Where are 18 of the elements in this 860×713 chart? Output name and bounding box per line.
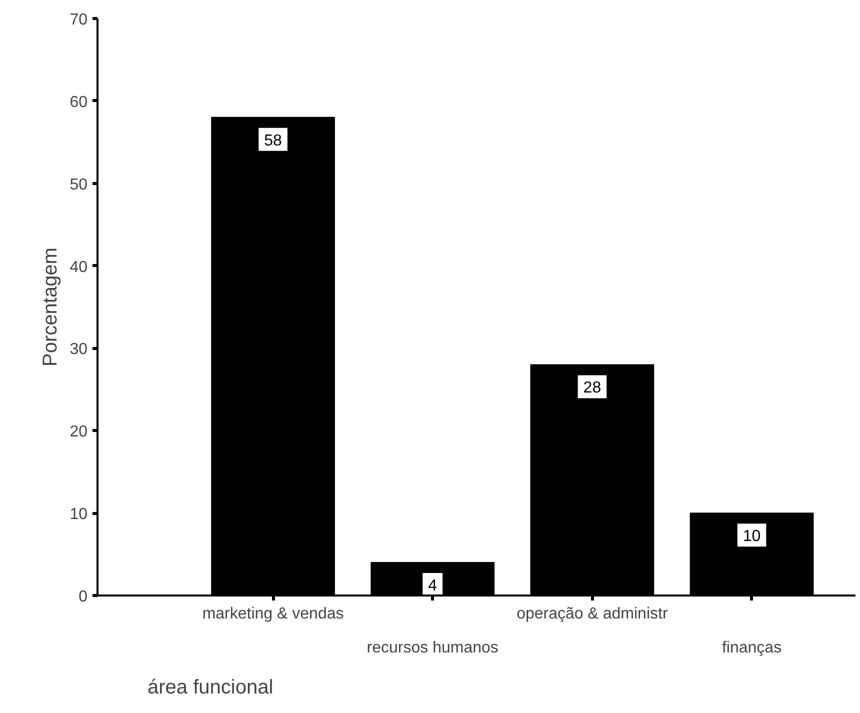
y-tick-label: 70 <box>70 12 88 28</box>
data-label: 10 <box>742 528 761 546</box>
data-label: 4 <box>428 578 438 595</box>
y-axis-title: Porcentagem <box>40 248 62 366</box>
y-tick-label: 20 <box>70 424 88 441</box>
y-tick-label: 50 <box>70 176 88 194</box>
y-tick-label: 30 <box>70 341 88 358</box>
data-label: 58 <box>264 132 282 150</box>
y-tick-label: 10 <box>70 506 88 524</box>
x-tick-label: recursos humanos <box>366 640 498 656</box>
y-tick-label: 0 <box>78 588 88 606</box>
x-tick-label: operação & administr <box>516 606 668 622</box>
x-tick-label: marketing & vendas <box>202 606 344 622</box>
data-label: 28 <box>583 380 602 397</box>
y-tick-label: 60 <box>70 94 88 111</box>
x-tick-label: finanças <box>722 640 782 656</box>
y-tick-label: 40 <box>70 258 88 276</box>
x-axis-title: área funcional <box>148 676 274 698</box>
